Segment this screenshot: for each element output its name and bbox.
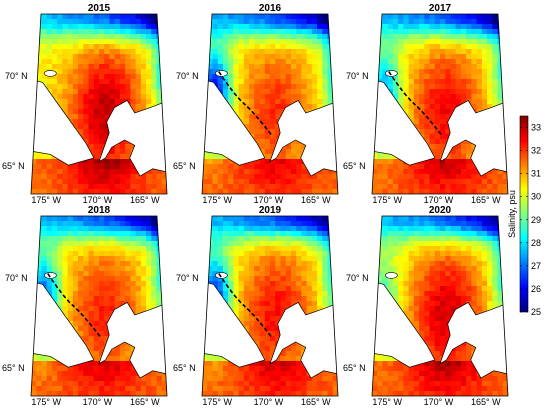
map-panel-2016: 2016 70° N 65° N 175° W 170° W 165° W <box>173 3 339 205</box>
chukotka-land <box>202 280 266 368</box>
chukotka-land <box>372 78 436 166</box>
lon-label: 170° W <box>254 195 284 205</box>
chukotka-land <box>372 280 436 368</box>
lat-label-70: 70° N <box>346 273 369 283</box>
lon-label: 175° W <box>202 397 232 407</box>
panel-border <box>30 13 168 195</box>
front-line <box>47 273 103 339</box>
panel-year-title: 2016 <box>259 3 282 14</box>
panel-border <box>201 13 339 195</box>
panel-year-title: 2017 <box>429 3 452 14</box>
lon-label: 170° W <box>254 397 284 407</box>
lon-label: 175° W <box>372 397 402 407</box>
lat-label-70: 70° N <box>5 71 28 81</box>
lat-label-70: 70° N <box>346 71 369 81</box>
front-line <box>218 71 274 137</box>
colorbar: 25 26 27 28 29 30 31 32 33 Salinity, psu <box>507 115 541 317</box>
colorbar-tick-label: 26 <box>531 284 541 294</box>
alaska-land <box>439 99 508 177</box>
colorbar-tick-label: 25 <box>531 307 541 317</box>
lon-label: 165° W <box>301 195 331 205</box>
lon-label: 175° W <box>31 195 61 205</box>
chukotka-land <box>202 78 266 166</box>
colorbar-tick-label: 32 <box>531 146 541 156</box>
colorbar-gradient <box>519 115 529 313</box>
panel-year-title: 2020 <box>429 205 452 216</box>
front-line <box>388 71 444 137</box>
map-panel-2015: 2015 70° N 65° N 175° W 170° W 165° W <box>2 3 168 205</box>
lon-label: 170° W <box>83 195 113 205</box>
chukotka-land <box>31 280 95 368</box>
lat-label-65: 65° N <box>2 161 25 171</box>
map-panel-2019: 2019 70° N 65° N 175° W 170° W 165° W <box>173 205 339 407</box>
panel-border <box>30 215 168 397</box>
island <box>385 70 398 77</box>
panel-border <box>201 215 339 397</box>
lon-label: 165° W <box>130 195 160 205</box>
colorbar-title: Salinity, psu <box>507 190 517 238</box>
alaska-land <box>269 99 338 177</box>
lat-label-65: 65° N <box>173 161 196 171</box>
lat-label-70: 70° N <box>5 273 28 283</box>
lon-label: 175° W <box>372 195 402 205</box>
lon-label: 175° W <box>202 195 232 205</box>
map-panel-2018: 2018 70° N 65° N 175° W 170° W 165° W <box>2 205 168 407</box>
island <box>44 272 57 279</box>
island <box>44 70 57 77</box>
colorbar-tick-label: 31 <box>531 169 541 179</box>
alaska-land <box>439 301 508 379</box>
lon-label: 175° W <box>31 397 61 407</box>
panel-year-title: 2019 <box>259 205 282 216</box>
panel-year-title: 2015 <box>88 3 111 14</box>
front-line <box>218 273 274 339</box>
colorbar-tick-label: 27 <box>531 261 541 271</box>
lat-label-65: 65° N <box>343 363 366 373</box>
lat-label-70: 70° N <box>176 71 199 81</box>
colorbar-tick-label: 28 <box>531 238 541 248</box>
alaska-land <box>98 99 167 177</box>
map-panel-2020: 2020 70° N 65° N 175° W 170° W 165° W <box>343 205 509 407</box>
map-panel-2017: 2017 70° N 65° N 175° W 170° W 165° W <box>343 3 509 205</box>
chukotka-land <box>31 78 95 166</box>
colorbar-tick-label: 29 <box>531 215 541 225</box>
colorbar-tick-label: 33 <box>531 123 541 133</box>
lon-label: 165° W <box>471 397 501 407</box>
lat-label-70: 70° N <box>176 273 199 283</box>
lat-label-65: 65° N <box>2 363 25 373</box>
lon-label: 170° W <box>424 195 454 205</box>
panel-border <box>371 215 509 397</box>
lon-label: 165° W <box>471 195 501 205</box>
island <box>215 272 228 279</box>
island <box>215 70 228 77</box>
lon-label: 165° W <box>130 397 160 407</box>
island <box>385 272 398 279</box>
lat-label-65: 65° N <box>173 363 196 373</box>
lat-label-65: 65° N <box>343 161 366 171</box>
alaska-land <box>98 301 167 379</box>
colorbar-tick-label: 30 <box>531 192 541 202</box>
panel-year-title: 2018 <box>88 205 111 216</box>
lon-label: 170° W <box>83 397 113 407</box>
lon-label: 170° W <box>424 397 454 407</box>
panel-border <box>371 13 509 195</box>
panels-layer: 2015 70° N 65° N 175° W 170° W 165° W 2016 70° … <box>2 3 509 407</box>
lon-label: 165° W <box>301 397 331 407</box>
alaska-land <box>269 301 338 379</box>
